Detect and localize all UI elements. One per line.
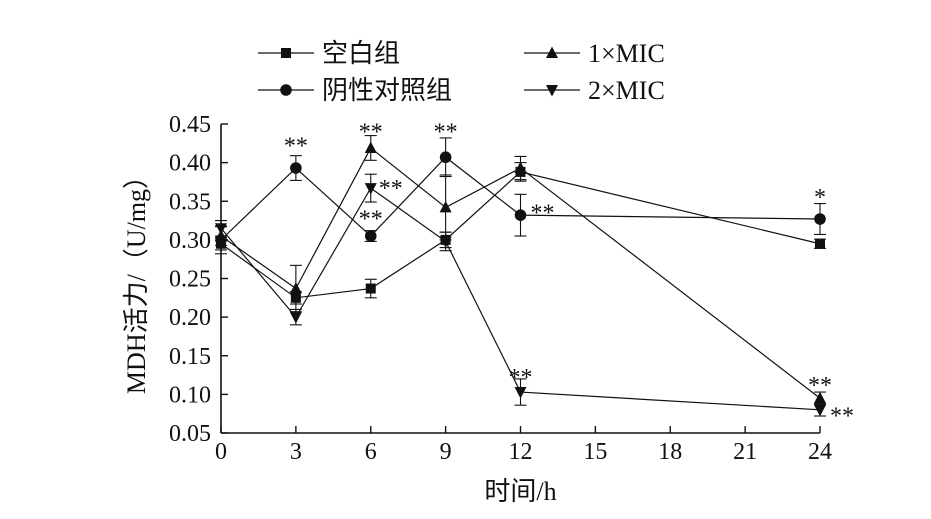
x-axis-title: 时间/h — [484, 477, 556, 506]
x-tick-label: 18 — [658, 439, 682, 465]
data-point — [364, 183, 377, 195]
legend-label: 阴性对照组 — [322, 76, 452, 105]
data-point — [215, 229, 227, 242]
y-tick-label: 0.45 — [169, 112, 211, 138]
series-line — [220, 156, 821, 241]
significance-label: ** — [509, 365, 533, 391]
significance-label: ** — [531, 201, 555, 227]
data-point — [439, 200, 452, 213]
legend-marker — [280, 84, 292, 96]
y-tick-label: 0.25 — [169, 267, 211, 293]
data-point — [215, 223, 227, 235]
significance-label: ** — [284, 133, 308, 159]
legend-label: 2×MIC — [588, 76, 665, 105]
data-point — [364, 141, 377, 153]
data-point — [814, 404, 826, 417]
series-line — [220, 187, 821, 411]
data-point — [439, 236, 452, 248]
data-point — [365, 283, 376, 294]
data-point — [814, 213, 826, 225]
significance-label: ** — [830, 404, 854, 430]
y-tick-label: 0.20 — [169, 305, 211, 331]
y-tick-label: 0.30 — [169, 228, 211, 254]
significance-label: ** — [434, 119, 458, 145]
legend-marker — [546, 46, 558, 58]
legend-label: 1×MIC — [588, 39, 665, 68]
data-point — [815, 238, 825, 249]
y-tick-label: 0.05 — [169, 421, 211, 447]
y-tick-label: 0.10 — [169, 382, 211, 408]
data-point — [290, 162, 302, 174]
legend-marker — [281, 48, 291, 58]
x-tick-label: 9 — [440, 439, 452, 465]
data-point — [439, 151, 452, 164]
x-tick-label: 24 — [808, 439, 832, 465]
x-tick-label: 21 — [733, 439, 757, 465]
x-tick-label: 15 — [583, 439, 607, 465]
significance-label: ** — [808, 373, 832, 399]
y-tick-label: 0.35 — [169, 189, 211, 215]
significance-label: ** — [379, 176, 403, 202]
data-point — [514, 209, 527, 221]
data-point — [514, 161, 527, 174]
y-tick-label: 0.15 — [169, 344, 211, 370]
legend-label: 空白组 — [322, 39, 400, 68]
x-tick-label: 12 — [509, 439, 533, 465]
data-point — [514, 387, 527, 399]
data-point — [364, 230, 377, 242]
series-line — [220, 147, 821, 399]
x-tick-label: 6 — [365, 439, 377, 465]
data-point — [290, 292, 301, 303]
significance-label: ** — [359, 119, 383, 145]
significance-label: ** — [359, 207, 383, 233]
data-point — [289, 282, 302, 294]
data-point — [814, 391, 826, 404]
significance-label: * — [814, 185, 826, 211]
x-tick-label: 0 — [215, 439, 227, 465]
legend-marker — [546, 85, 558, 97]
series-line — [220, 171, 821, 299]
data-point — [289, 312, 302, 324]
y-axis-title: MDH活力/（U/mg） — [122, 163, 151, 394]
y-tick-label: 0.40 — [169, 151, 211, 177]
x-tick-label: 3 — [290, 439, 302, 465]
